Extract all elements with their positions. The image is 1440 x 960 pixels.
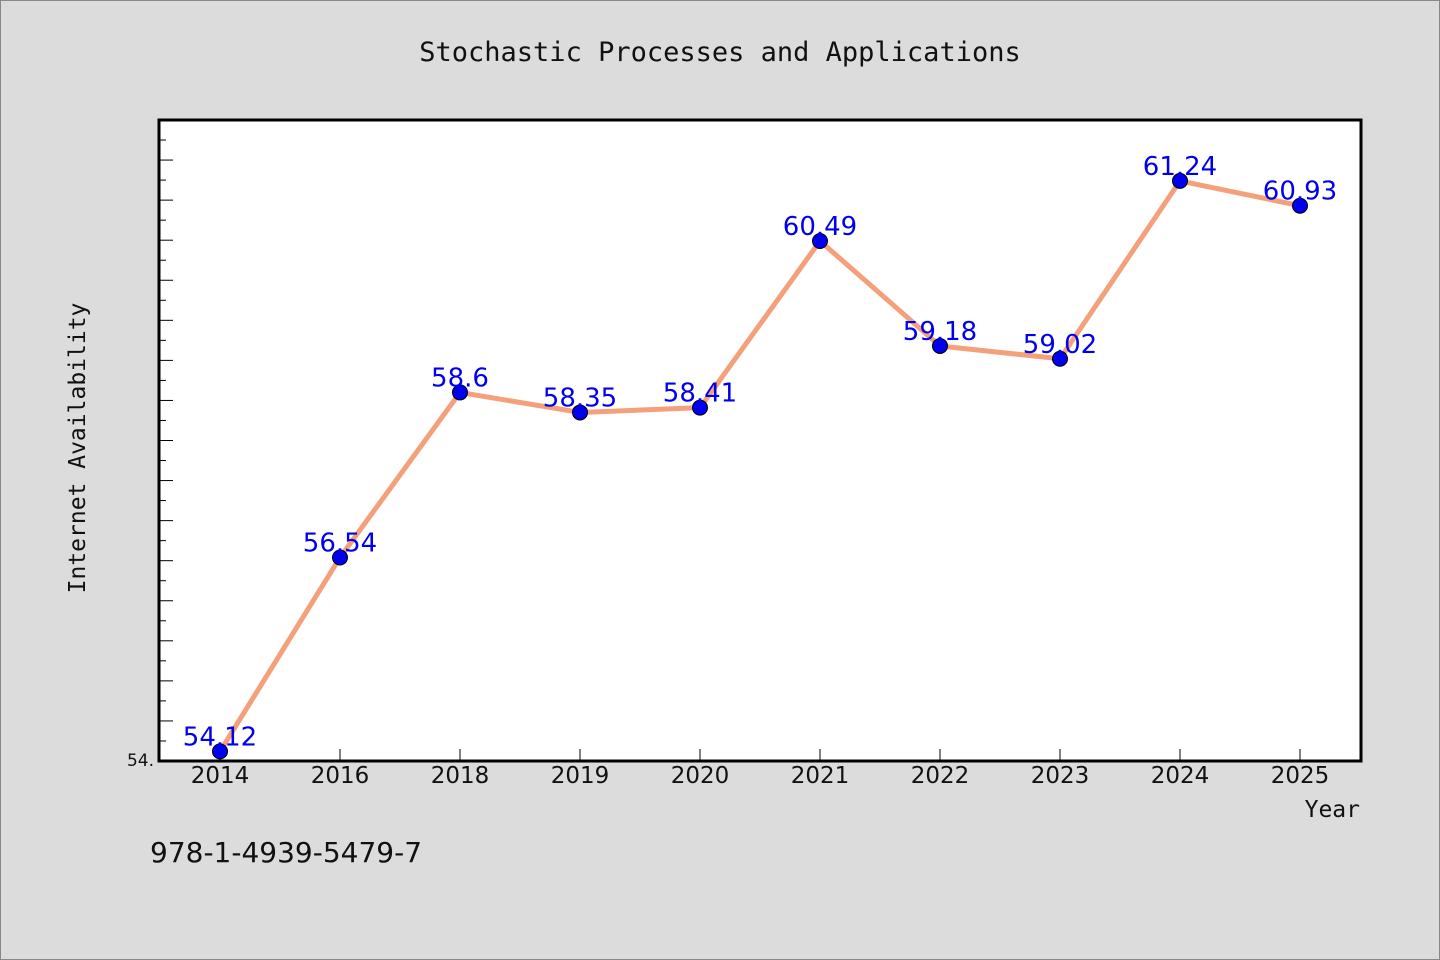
x-tick-label: 2020 [671, 763, 730, 789]
x-axis-ticks: 2014 2016 2018 2019 2020 2021 2022 2023 2024 2025 [191, 749, 1330, 789]
x-tick-label: 2018 [431, 763, 490, 789]
data-label: 60.93 [1263, 177, 1337, 207]
series-line [217, 178, 1301, 753]
y-axis-label: Internet Availability [65, 303, 91, 594]
x-tick-label: 2025 [1271, 763, 1330, 789]
x-tick-label: 2024 [1151, 763, 1210, 789]
x-tick-label: 2021 [791, 763, 850, 789]
data-point [452, 384, 468, 401]
data-label: 60.49 [783, 212, 857, 242]
data-label: 58.41 [663, 379, 737, 409]
data-labels: 54.12 56.54 58.6 58.35 58.41 60.49 59.18 59.02 6… [183, 152, 1337, 752]
data-markers [212, 172, 1308, 760]
x-axis-label: Year [1305, 797, 1360, 823]
plot-area [157, 118, 1363, 763]
y-axis-ticks [159, 119, 173, 762]
x-tick-label: 2019 [551, 763, 610, 789]
data-label: 54.12 [183, 722, 257, 752]
chart-title: Stochastic Processes and Applications [419, 37, 1020, 68]
x-tick-label: 2014 [191, 763, 250, 789]
data-point [572, 404, 588, 421]
data-label: 59.02 [1023, 330, 1097, 360]
data-label: 61.24 [1143, 152, 1217, 182]
data-label: 59.18 [903, 317, 977, 347]
x-tick-label: 2023 [1031, 763, 1090, 789]
data-point [212, 743, 228, 760]
x-tick-label: 2016 [311, 763, 370, 789]
data-point [1172, 172, 1188, 189]
data-label: 58.6 [431, 363, 489, 393]
x-tick-label: 2022 [911, 763, 970, 789]
data-label: 58.35 [543, 383, 617, 413]
data-point [1292, 197, 1308, 214]
data-label: 56.54 [303, 528, 377, 558]
data-point [1052, 350, 1068, 367]
data-point [932, 337, 948, 354]
isbn-text: 978-1-4939-5479-7 [150, 836, 422, 869]
data-point [692, 399, 708, 416]
data-point [812, 232, 828, 249]
y-tick-label: 54. [127, 751, 154, 771]
data-point [332, 549, 348, 566]
